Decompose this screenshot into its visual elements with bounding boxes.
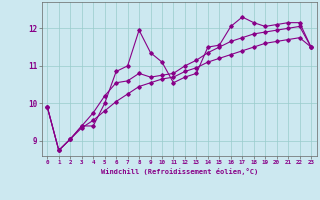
X-axis label: Windchill (Refroidissement éolien,°C): Windchill (Refroidissement éolien,°C) xyxy=(100,168,258,175)
